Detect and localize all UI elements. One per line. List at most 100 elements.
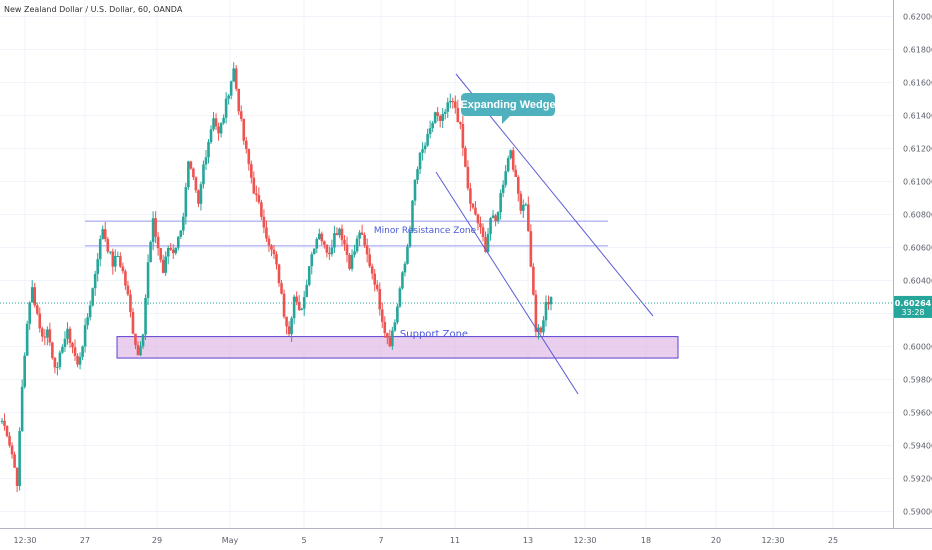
candle-body: [416, 169, 419, 180]
candle-body: [88, 305, 92, 318]
candle-body: [33, 287, 37, 306]
candle-body: [232, 68, 235, 82]
candle-body: [204, 157, 208, 165]
candle-body: [388, 337, 392, 347]
candle-body: [320, 233, 324, 242]
candle-body: [509, 150, 513, 159]
candle-body: [234, 68, 238, 89]
candle-body: [71, 342, 74, 348]
candle-body: [383, 321, 387, 334]
candle-body: [431, 122, 434, 129]
candle-body: [411, 200, 414, 232]
wedge-lower-line: [435, 171, 579, 395]
candle-body: [396, 306, 399, 323]
candle-body: [398, 288, 402, 307]
candle-body: [285, 316, 288, 327]
x-tick-label-4: 5: [301, 536, 306, 545]
candle-body: [436, 112, 439, 116]
expanding-wedge-callout: [461, 93, 555, 124]
candle-body: [506, 158, 510, 172]
candle-body: [131, 311, 135, 334]
minor-resistance-label: Minor Resistance Zone: [374, 226, 477, 236]
candle-body: [119, 256, 122, 267]
candle-body: [93, 273, 97, 289]
candle-body: [542, 320, 545, 333]
candle-body: [408, 231, 412, 247]
candle-body: [48, 329, 52, 343]
y-axis-bg: [893, 0, 932, 550]
candle-body: [469, 188, 472, 204]
candle-body: [76, 355, 79, 365]
candle-body: [433, 112, 437, 123]
x-tick-label-5: 7: [378, 536, 383, 545]
candle-body: [66, 328, 69, 339]
candle-body: [461, 124, 465, 148]
candle-body: [426, 133, 429, 146]
x-tick-label-10: 20: [711, 536, 721, 545]
candle-body: [307, 266, 311, 285]
candle-body: [459, 122, 462, 125]
candle-body: [242, 118, 246, 141]
candle-body: [179, 230, 183, 237]
candle-body: [524, 204, 528, 206]
candle-body: [413, 179, 417, 201]
candle-body: [297, 301, 301, 311]
candle-body: [476, 214, 480, 224]
candle-body: [391, 330, 394, 347]
candle-body: [516, 176, 520, 194]
candle-body: [330, 247, 334, 255]
candle-body: [393, 322, 397, 331]
candle-body: [305, 284, 309, 298]
x-tick-label-9: 18: [641, 536, 651, 545]
candle-body: [496, 212, 500, 222]
candle-body: [63, 338, 67, 347]
candle-body: [446, 102, 450, 112]
candle-body: [428, 128, 432, 134]
candle-body: [86, 317, 89, 326]
support-zone-label: Support Zone: [400, 329, 468, 340]
candle-body: [438, 115, 442, 121]
candle-body: [484, 237, 487, 252]
candle-body: [519, 193, 523, 211]
candle-body: [58, 352, 62, 367]
candle-body: [511, 150, 515, 170]
candle-body: [466, 166, 470, 189]
candle-body: [403, 263, 407, 273]
candle-body: [212, 118, 215, 130]
candle-body: [35, 305, 39, 314]
candle-body: [252, 177, 256, 194]
candle-body: [315, 239, 319, 249]
candle-body: [250, 164, 253, 178]
candle-body: [53, 357, 57, 368]
candle-body: [325, 244, 329, 253]
candle-body: [368, 254, 371, 267]
candle-body: [310, 254, 314, 267]
candle-body: [287, 326, 291, 335]
candle-body: [219, 123, 223, 134]
x-tick-label-7: 13: [523, 536, 533, 545]
candle-body: [375, 284, 379, 290]
candle-body: [514, 169, 518, 177]
candle-body: [282, 293, 286, 317]
candle-body: [217, 126, 220, 134]
candle-body: [192, 168, 195, 178]
x-tick-label-0: 12:30: [13, 536, 36, 545]
candle-body: [328, 252, 331, 255]
candle-body: [494, 215, 497, 222]
candle-body: [30, 287, 34, 303]
candle-body: [275, 254, 278, 265]
candle-body: [108, 251, 112, 253]
candle-body: [448, 100, 452, 103]
candle-body: [474, 207, 477, 215]
candle-body: [83, 325, 87, 347]
candle-body: [338, 228, 341, 236]
candle-body: [521, 204, 525, 211]
candle-body: [114, 256, 117, 267]
